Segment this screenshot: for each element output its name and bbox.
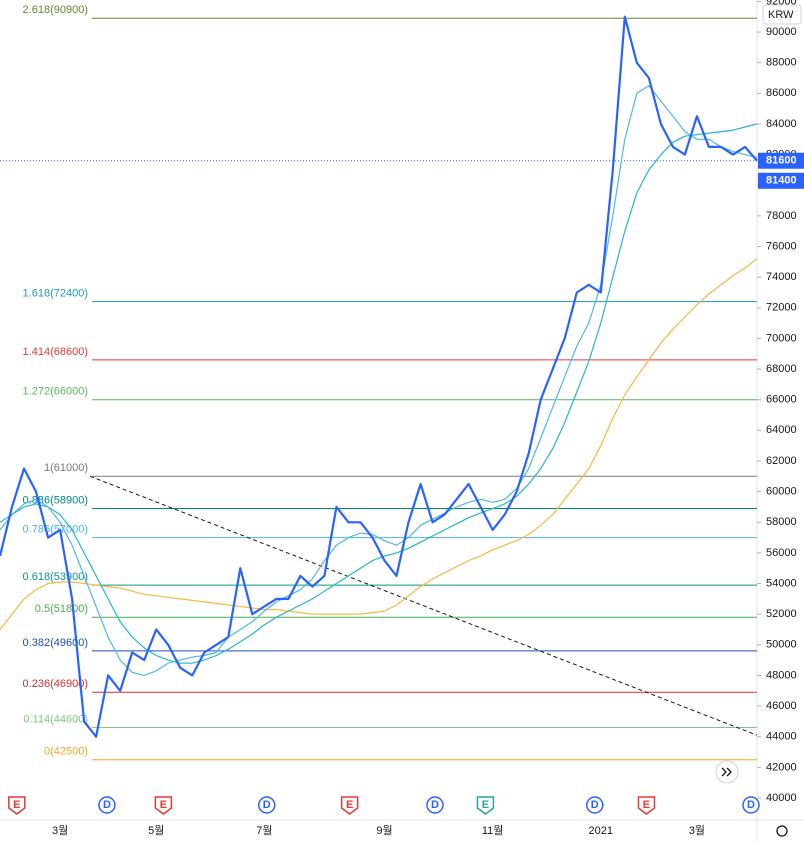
price-tag bbox=[758, 152, 804, 169]
event-label: D bbox=[431, 799, 439, 811]
series-line bbox=[0, 15, 758, 738]
y-tick-label: 44000 bbox=[766, 731, 797, 743]
event-marker bbox=[8, 796, 26, 815]
event-label: D bbox=[747, 799, 755, 811]
y-tick-label: 64000 bbox=[766, 424, 797, 436]
y-tick-label: 42000 bbox=[766, 761, 797, 773]
x-tick-label: 2021 bbox=[589, 825, 613, 837]
x-tick-label: 5월 bbox=[148, 824, 164, 837]
y-tick-label: 74000 bbox=[766, 271, 797, 283]
y-tick-label: 48000 bbox=[766, 669, 797, 681]
x-tick-label: 3월 bbox=[689, 824, 705, 837]
fib-label: 0.618(53900) bbox=[23, 571, 88, 583]
series-line bbox=[0, 258, 758, 630]
fib-label: 0(42500) bbox=[44, 746, 88, 758]
x-tick-label: 3월 bbox=[52, 824, 68, 837]
event-marker bbox=[426, 796, 444, 814]
y-tick-label: 78000 bbox=[766, 210, 797, 222]
price-tag-label: 81600 bbox=[766, 155, 797, 167]
y-tick-label: 58000 bbox=[766, 516, 797, 528]
x-tick-label: 9월 bbox=[376, 824, 392, 837]
series-line bbox=[0, 123, 758, 664]
fib-label: 1(61000) bbox=[44, 462, 88, 474]
fib-label: 0.114(44600) bbox=[23, 713, 88, 725]
y-tick-label: 56000 bbox=[766, 547, 797, 559]
y-tick-label: 84000 bbox=[766, 118, 797, 130]
event-label: E bbox=[13, 799, 20, 811]
trendline bbox=[89, 475, 758, 736]
y-tick-label: 46000 bbox=[766, 700, 797, 712]
price-tag bbox=[758, 172, 804, 189]
event-marker bbox=[340, 796, 359, 815]
settings-icon[interactable] bbox=[776, 825, 788, 837]
y-tick-label: 86000 bbox=[766, 87, 797, 99]
price-tag-label: 81400 bbox=[766, 175, 797, 187]
y-tick-label: 62000 bbox=[766, 455, 797, 467]
y-tick-label: 90000 bbox=[766, 26, 797, 38]
fib-label: 1.272(66000) bbox=[23, 386, 88, 398]
event-marker bbox=[154, 796, 173, 815]
event-marker bbox=[98, 796, 116, 814]
event-label: D bbox=[591, 799, 599, 811]
fib-label: 1.618(72400) bbox=[23, 288, 88, 300]
event-marker bbox=[258, 796, 276, 814]
event-label: E bbox=[482, 799, 489, 811]
currency-box[interactable] bbox=[762, 4, 802, 25]
y-tick-label: 52000 bbox=[766, 608, 797, 620]
y-tick-label: 40000 bbox=[766, 792, 797, 804]
fib-label: 0.5(51800) bbox=[35, 603, 88, 615]
y-tick-label: 50000 bbox=[766, 639, 797, 651]
scroll-icon[interactable] bbox=[721, 767, 732, 777]
x-tick-label: 7월 bbox=[256, 824, 272, 837]
y-tick-label: 60000 bbox=[766, 486, 797, 498]
y-tick-label: 54000 bbox=[766, 577, 797, 589]
currency[interactable]: KRW bbox=[768, 9, 794, 21]
y-tick-label: 66000 bbox=[766, 394, 797, 406]
fib-label: 2.618(90900) bbox=[23, 4, 88, 16]
event-marker bbox=[742, 796, 760, 814]
event-marker bbox=[586, 796, 604, 814]
event-marker bbox=[637, 796, 656, 815]
y-tick-label: 72000 bbox=[766, 302, 797, 314]
y-tick-label: 70000 bbox=[766, 332, 797, 344]
fib-label: 0.236(46900) bbox=[23, 678, 88, 690]
event-label: E bbox=[346, 799, 353, 811]
y-tick-label: 76000 bbox=[766, 240, 797, 252]
y-tick-label: 68000 bbox=[766, 363, 797, 375]
y-tick-label: 88000 bbox=[766, 57, 797, 69]
fib-label: 0.786(57000) bbox=[23, 523, 88, 535]
fib-label: 1.414(68600) bbox=[23, 346, 88, 358]
y-tick-label: 92000 bbox=[766, 0, 797, 7]
event-label: D bbox=[103, 799, 111, 811]
event-label: E bbox=[160, 799, 167, 811]
event-marker bbox=[476, 796, 495, 815]
series-line bbox=[0, 85, 758, 676]
fib-label: 0.382(49600) bbox=[23, 637, 88, 649]
event-label: E bbox=[643, 799, 650, 811]
event-label: D bbox=[263, 799, 271, 811]
scroll-button[interactable] bbox=[715, 760, 739, 784]
x-tick-label: 11월 bbox=[482, 824, 504, 837]
